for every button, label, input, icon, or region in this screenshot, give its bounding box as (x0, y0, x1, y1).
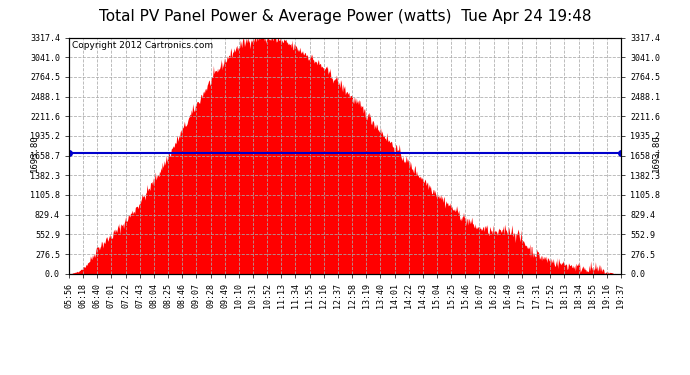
Text: 1693.80: 1693.80 (30, 134, 39, 172)
Text: 1693.80: 1693.80 (651, 134, 660, 172)
Text: Copyright 2012 Cartronics.com: Copyright 2012 Cartronics.com (72, 41, 213, 50)
Text: Total PV Panel Power & Average Power (watts)  Tue Apr 24 19:48: Total PV Panel Power & Average Power (wa… (99, 9, 591, 24)
